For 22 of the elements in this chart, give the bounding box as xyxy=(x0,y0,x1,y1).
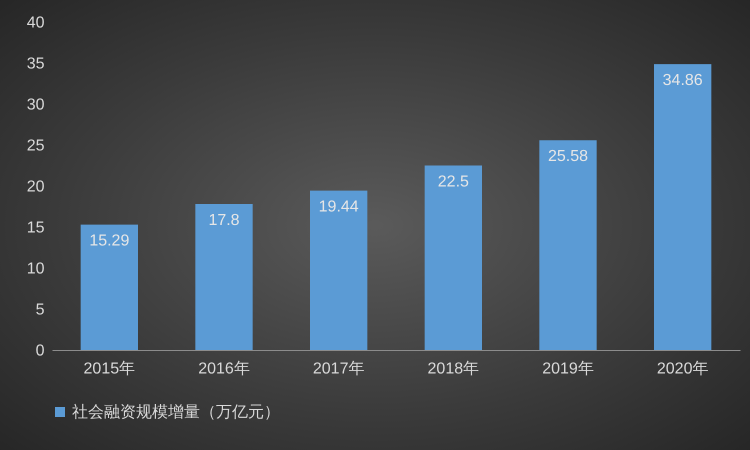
y-tick-label: 15 xyxy=(26,220,45,236)
data-label: 19.44 xyxy=(318,198,359,216)
data-label: 34.86 xyxy=(662,72,703,90)
y-tick-label: 5 xyxy=(36,302,45,318)
y-tick-label: 40 xyxy=(26,14,45,32)
x-tick-label: 2018年 xyxy=(428,360,480,378)
x-tick-label: 2015年 xyxy=(84,360,136,378)
data-label: 25.58 xyxy=(548,148,588,166)
x-tick-label: 2016年 xyxy=(198,360,250,378)
x-tick-label: 2017年 xyxy=(312,360,364,378)
y-tick-label: 0 xyxy=(36,342,45,360)
data-label: 15.29 xyxy=(89,232,130,250)
y-tick-label: 10 xyxy=(26,260,45,278)
data-label: 17.8 xyxy=(208,212,240,230)
y-tick-label: 25 xyxy=(26,138,45,154)
x-tick-label: 2020年 xyxy=(656,360,708,378)
x-tick-label: 2019年 xyxy=(542,360,594,378)
y-tick-label: 30 xyxy=(26,96,45,114)
data-label: 22.5 xyxy=(438,174,470,190)
legend-label: 社会融资规模增量（万亿元） xyxy=(72,403,280,421)
y-tick-label: 20 xyxy=(26,178,45,196)
y-tick-label: 35 xyxy=(26,56,45,72)
